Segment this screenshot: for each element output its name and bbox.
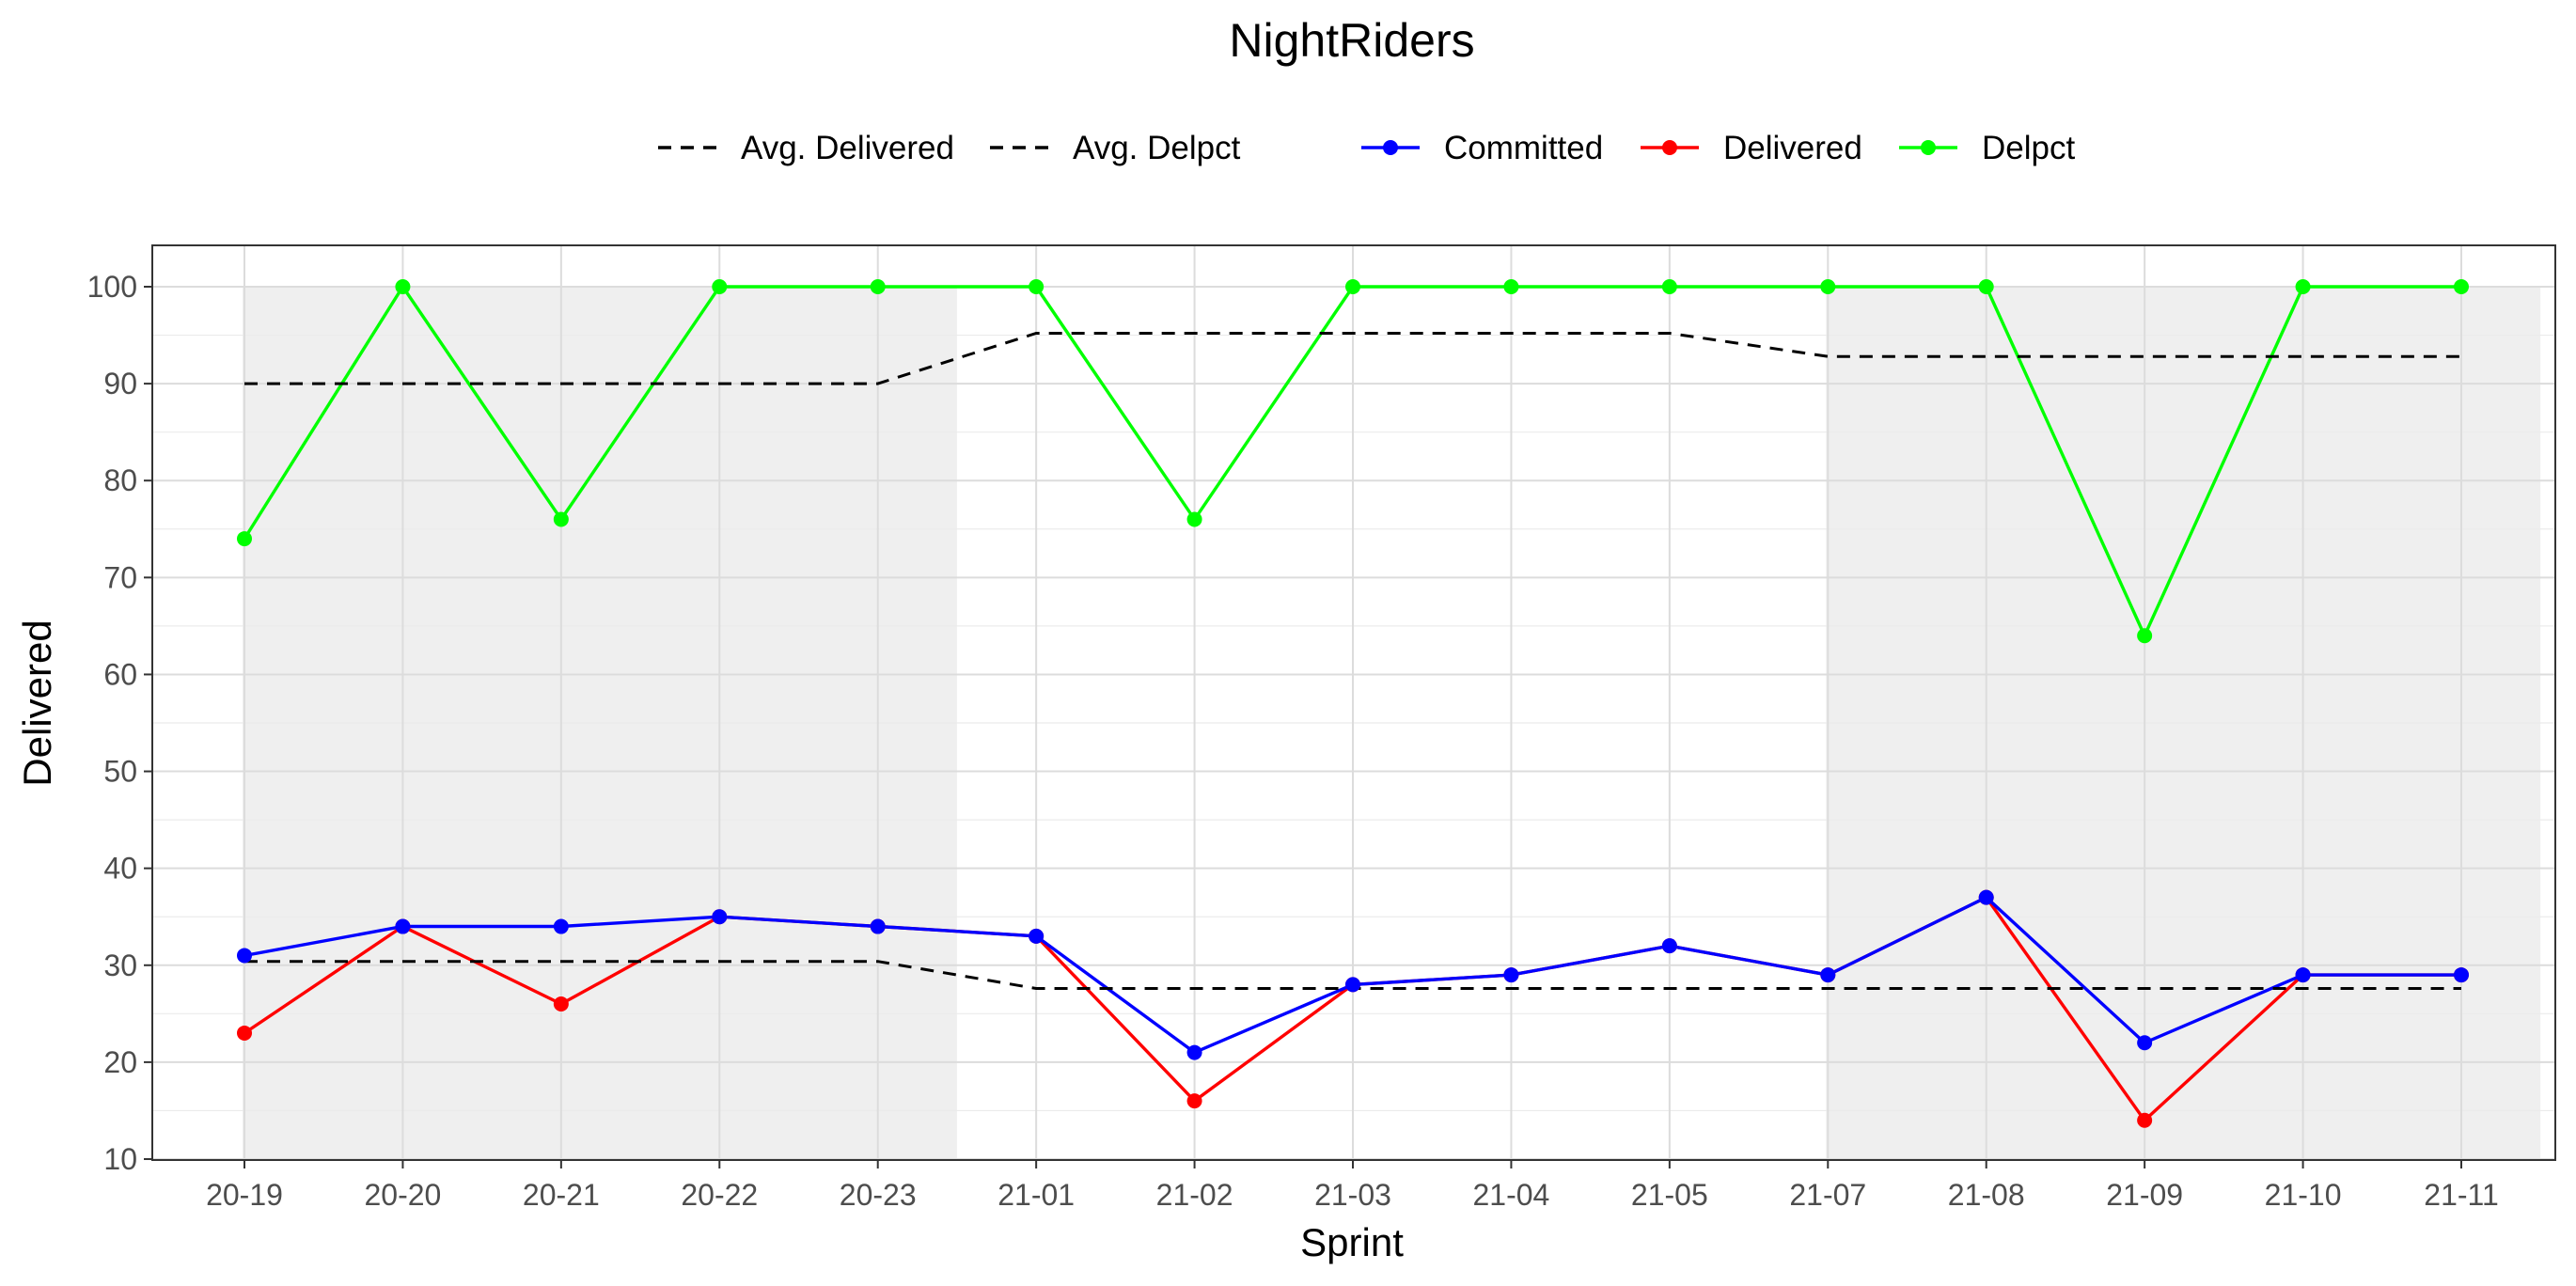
data-point-committed (1661, 938, 1677, 954)
y-tick-label: 30 (103, 949, 137, 982)
x-tick-label: 21-08 (1948, 1178, 2025, 1212)
data-point-committed (395, 918, 411, 934)
x-tick-label: 21-04 (1473, 1178, 1550, 1212)
y-tick-label: 10 (103, 1142, 137, 1176)
data-point-committed (237, 948, 252, 964)
data-point-delpct (1503, 279, 1519, 294)
legend-item-avg-delivered: Avg. Delivered (658, 130, 954, 166)
y-tick-label: 50 (103, 755, 137, 789)
data-point-committed (1978, 889, 1994, 905)
legend-item-committed: Committed (1361, 130, 1603, 166)
series-points (237, 279, 2469, 1128)
legend-label: Committed (1444, 130, 1603, 166)
legend-key-point (1383, 140, 1398, 155)
data-point-committed (1820, 967, 1836, 983)
data-point-delpct (2295, 279, 2311, 294)
x-tick-label: 21-09 (2106, 1178, 2183, 1212)
x-tick-label: 20-20 (365, 1178, 442, 1212)
legend-key-point (1921, 140, 1936, 155)
data-point-delpct (1820, 279, 1836, 294)
data-point-committed (2295, 967, 2311, 983)
legend-label: Avg. Delivered (741, 130, 954, 166)
legend-key-point (1662, 140, 1677, 155)
y-tick-label: 40 (103, 852, 137, 886)
x-tick-label: 21-03 (1314, 1178, 1391, 1212)
data-point-delpct (2454, 279, 2469, 294)
y-tick-label: 80 (103, 463, 137, 497)
x-tick-label: 20-23 (840, 1178, 917, 1212)
y-tick-label: 90 (103, 367, 137, 400)
data-point-committed (2137, 1035, 2153, 1051)
data-point-committed (1503, 967, 1519, 983)
grid (152, 245, 2555, 1160)
data-point-delpct (712, 279, 728, 294)
data-point-committed (870, 918, 886, 934)
data-point-delpct (1345, 279, 1360, 294)
chart-title: NightRiders (1229, 14, 1474, 67)
x-tick-label: 21-05 (1631, 1178, 1708, 1212)
data-point-committed (712, 909, 728, 925)
data-point-delivered (1186, 1093, 1202, 1109)
data-point-committed (553, 918, 569, 934)
data-point-committed (2454, 967, 2469, 983)
data-point-delpct (870, 279, 886, 294)
y-axis-title: Delivered (15, 619, 59, 786)
data-point-delivered (237, 1025, 252, 1041)
y-tick-label: 70 (103, 560, 137, 594)
y-tick-label: 100 (87, 270, 137, 304)
x-tick-label: 21-02 (1156, 1178, 1233, 1212)
x-tick-label: 20-19 (206, 1178, 283, 1212)
x-axis-title: Sprint (1300, 1220, 1404, 1264)
series-line-avg-delpct (244, 332, 2461, 385)
legend: Avg. Delivered Avg. Delpct Committed Delive… (658, 130, 2075, 166)
legend-item-delpct: Delpct (1899, 130, 2075, 166)
data-point-delpct (1186, 511, 1202, 527)
x-tick-label: 21-11 (2424, 1178, 2498, 1212)
data-point-delivered (553, 996, 569, 1012)
legend-item-delivered: Delivered (1641, 130, 1862, 166)
data-point-committed (1186, 1044, 1202, 1060)
data-point-delpct (553, 511, 569, 527)
data-point-delivered (2137, 1112, 2153, 1128)
data-point-delpct (2137, 628, 2153, 644)
axes: 10 20 30 40 50 60 70 80 90 100 20-19 20-20 20-21 20-2… (87, 270, 2499, 1212)
x-tick-label: 21-07 (1789, 1178, 1866, 1212)
legend-label: Delpct (1982, 130, 2075, 166)
legend-label: Avg. Delpct (1073, 130, 1241, 166)
data-point-delpct (1978, 279, 1994, 294)
data-point-committed (1345, 977, 1360, 993)
data-point-delpct (1661, 279, 1677, 294)
x-tick-label: 20-21 (523, 1178, 600, 1212)
legend-label: Delivered (1723, 130, 1862, 166)
data-point-committed (1029, 928, 1045, 944)
data-point-delpct (1029, 279, 1045, 294)
x-tick-label: 21-01 (997, 1178, 1075, 1212)
y-tick-label: 20 (103, 1045, 137, 1079)
x-tick-label: 20-22 (681, 1178, 758, 1212)
y-tick-label: 60 (103, 657, 137, 691)
data-point-delpct (237, 531, 252, 547)
data-point-delpct (395, 279, 411, 294)
legend-item-avg-delpct: Avg. Delpct (990, 130, 1241, 166)
x-tick-label: 21-10 (2265, 1178, 2342, 1212)
